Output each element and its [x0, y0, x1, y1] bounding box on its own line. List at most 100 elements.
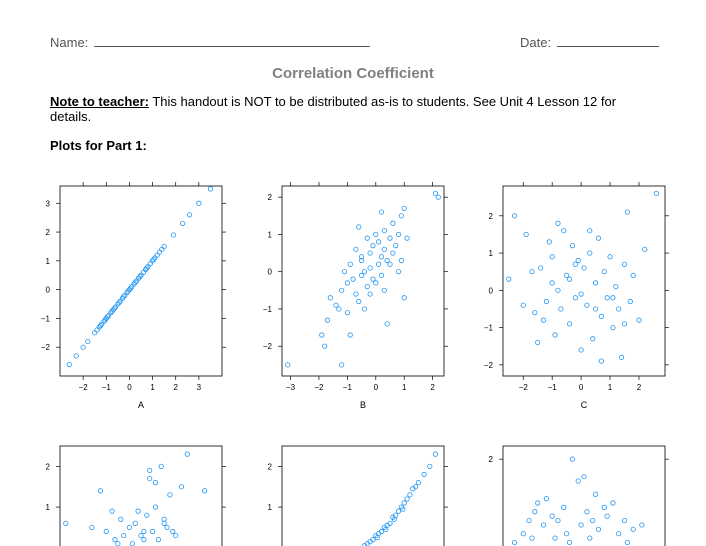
data-point [572, 295, 578, 301]
data-point [540, 317, 547, 323]
data-point [109, 508, 115, 514]
teacher-note: Note to teacher: This handout is NOT to … [50, 94, 650, 124]
name-field[interactable]: Name: [50, 35, 370, 50]
data-point [604, 513, 610, 519]
data-point [127, 285, 134, 291]
data-point [115, 541, 121, 546]
data-point [543, 496, 549, 502]
data-point [344, 280, 350, 286]
data-point [132, 520, 138, 526]
data-point [590, 336, 596, 342]
data-point [549, 254, 555, 260]
data-point [590, 517, 596, 524]
data-point [390, 220, 396, 226]
data-point [636, 317, 642, 323]
x-tick-label: −1 [102, 383, 112, 392]
data-point [132, 279, 138, 286]
plot-label: C [581, 400, 588, 410]
data-point [381, 287, 387, 293]
data-point [520, 302, 526, 308]
data-point [347, 332, 353, 338]
data-point [630, 526, 636, 532]
data-point [616, 531, 622, 537]
y-tick-label: 2 [489, 212, 494, 221]
data-point [566, 276, 573, 282]
data-point [595, 526, 602, 532]
data-point [529, 535, 535, 541]
data-point [598, 358, 604, 364]
data-point [319, 332, 325, 338]
data-point [97, 488, 104, 494]
data-point [387, 520, 393, 526]
data-point [147, 475, 153, 482]
y-tick-label: 2 [268, 462, 273, 471]
data-point [538, 265, 544, 271]
data-point [97, 323, 104, 329]
data-point [154, 252, 160, 258]
data-point [610, 500, 616, 506]
y-tick-label: −1 [263, 305, 273, 314]
data-point [381, 228, 387, 234]
data-point [395, 231, 402, 238]
data-point [401, 500, 407, 506]
data-point [378, 528, 385, 535]
data-point [141, 528, 147, 535]
data-point [370, 276, 376, 282]
data-point [207, 186, 214, 192]
data-point [523, 231, 529, 238]
name-blank[interactable] [93, 35, 370, 47]
data-point [378, 254, 385, 260]
data-point [73, 353, 79, 359]
data-point [566, 539, 573, 546]
data-point [159, 246, 165, 252]
x-tick-label: 0 [127, 383, 132, 392]
data-point [89, 524, 95, 531]
data-point [161, 243, 167, 250]
data-point [543, 298, 549, 305]
data-point [92, 330, 98, 336]
data-point [621, 517, 628, 524]
x-tick-label: −2 [314, 383, 324, 392]
data-point [361, 306, 368, 312]
x-tick-label: −1 [548, 383, 558, 392]
data-point [187, 212, 193, 218]
y-tick-label: 1 [46, 503, 51, 512]
data-point [358, 257, 365, 264]
data-point [572, 261, 578, 267]
section-title: Plots for Part 1: [50, 138, 147, 153]
data-point [398, 257, 404, 264]
data-point [285, 362, 291, 368]
data-point [85, 338, 91, 345]
x-tick-label: −3 [286, 383, 296, 392]
data-point [581, 265, 587, 271]
data-point [561, 504, 567, 510]
data-point [358, 254, 365, 260]
data-point [390, 250, 396, 256]
data-point [561, 228, 567, 234]
data-point [180, 220, 186, 227]
data-point [152, 504, 159, 510]
data-point [432, 451, 439, 457]
data-point [511, 539, 518, 546]
data-point [384, 321, 390, 327]
data-point [575, 478, 581, 484]
data-point [549, 280, 555, 286]
data-point [374, 535, 380, 541]
data-point [116, 299, 122, 306]
data-point [384, 257, 390, 264]
date-field[interactable]: Date: [520, 35, 659, 50]
data-point [616, 306, 622, 312]
y-tick-label: 2 [268, 193, 273, 202]
plot-frame [281, 445, 445, 546]
data-point [587, 228, 593, 234]
date-blank[interactable] [556, 35, 659, 47]
data-point [333, 302, 339, 308]
y-tick-label: 1 [268, 503, 273, 512]
data-point [404, 496, 410, 502]
data-point [66, 361, 72, 368]
data-point [532, 509, 538, 515]
data-point [341, 269, 348, 275]
y-tick-label: 1 [46, 257, 51, 266]
plot-frame [502, 445, 666, 546]
